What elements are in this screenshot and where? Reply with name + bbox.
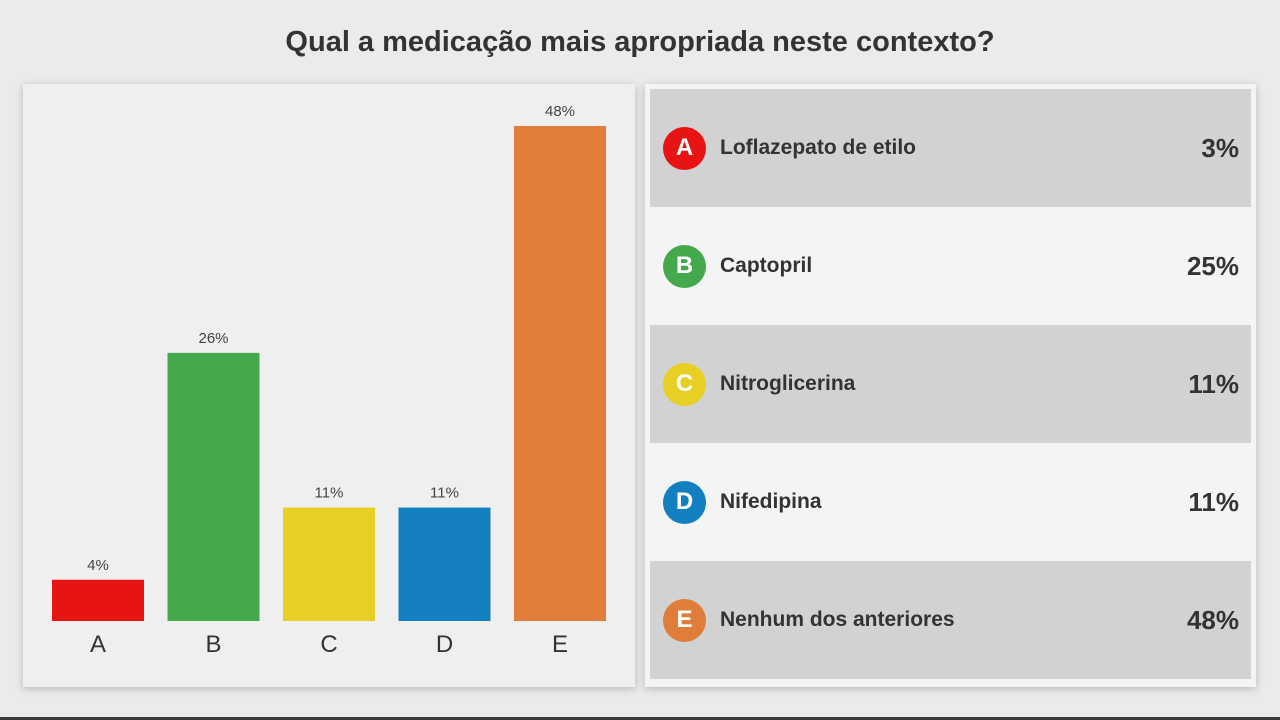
option-d-badge: D (663, 480, 706, 524)
bar-value-label-e: 48% (545, 103, 575, 120)
option-b-badge: B (663, 244, 706, 288)
option-b-percent: 25% (1186, 250, 1239, 281)
option-b-text: Captopril (720, 254, 813, 277)
option-d-percent: 11% (1188, 486, 1239, 517)
category-label-b: B (205, 631, 221, 658)
bar-chart: 4% A 26% B 11% C 11% D 48% E (52, 103, 606, 658)
answers-panel: A Loflazepato de etilo 3% B Captopril 25… (645, 84, 1256, 687)
option-e-badge: E (663, 598, 706, 642)
answer-option-e[interactable]: E Nenhum dos anteriores 48% (650, 561, 1251, 679)
bar-e (514, 126, 606, 621)
option-c-badge: C (663, 362, 706, 406)
bar-d (398, 507, 491, 621)
answer-option-c[interactable]: C Nitroglicerina 11% (650, 325, 1251, 443)
category-label-e: E (552, 631, 568, 658)
bar-b (167, 352, 260, 621)
option-e-percent: 48% (1186, 604, 1239, 635)
category-label-c: C (320, 631, 337, 658)
bar-value-label-a: 4% (87, 557, 109, 574)
option-a-badge: A (663, 126, 706, 170)
option-c-text: Nitroglicerina (720, 372, 856, 395)
question-title: Qual a medicação mais apropriada neste c… (285, 26, 995, 58)
category-label-d: D (436, 631, 453, 658)
bar-c (283, 507, 375, 621)
option-d-text: Nifedipina (720, 490, 822, 513)
bar-a (52, 579, 144, 621)
bar-value-label-b: 26% (198, 330, 228, 347)
option-e-text: Nenhum dos anteriores (720, 608, 955, 631)
answer-option-a[interactable]: A Loflazepato de etilo 3% (650, 89, 1251, 207)
bar-value-label-c: 11% (315, 485, 344, 502)
bar-value-label-d: 11% (430, 485, 459, 502)
answer-option-b[interactable]: B Captopril 25% (650, 207, 1251, 325)
option-a-percent: 3% (1201, 132, 1239, 163)
results-chart-panel: 4% A 26% B 11% C 11% D 48% E (23, 84, 635, 687)
category-label-a: A (90, 631, 106, 658)
option-a-text: Loflazepato de etilo (720, 136, 917, 159)
bottom-border (0, 717, 1280, 720)
answer-option-d[interactable]: D Nifedipina 11% (650, 443, 1251, 561)
option-c-percent: 11% (1188, 368, 1239, 399)
